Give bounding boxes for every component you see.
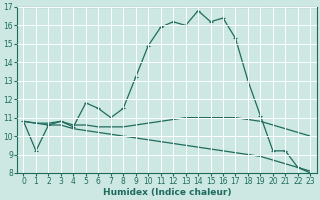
X-axis label: Humidex (Indice chaleur): Humidex (Indice chaleur) xyxy=(103,188,231,197)
